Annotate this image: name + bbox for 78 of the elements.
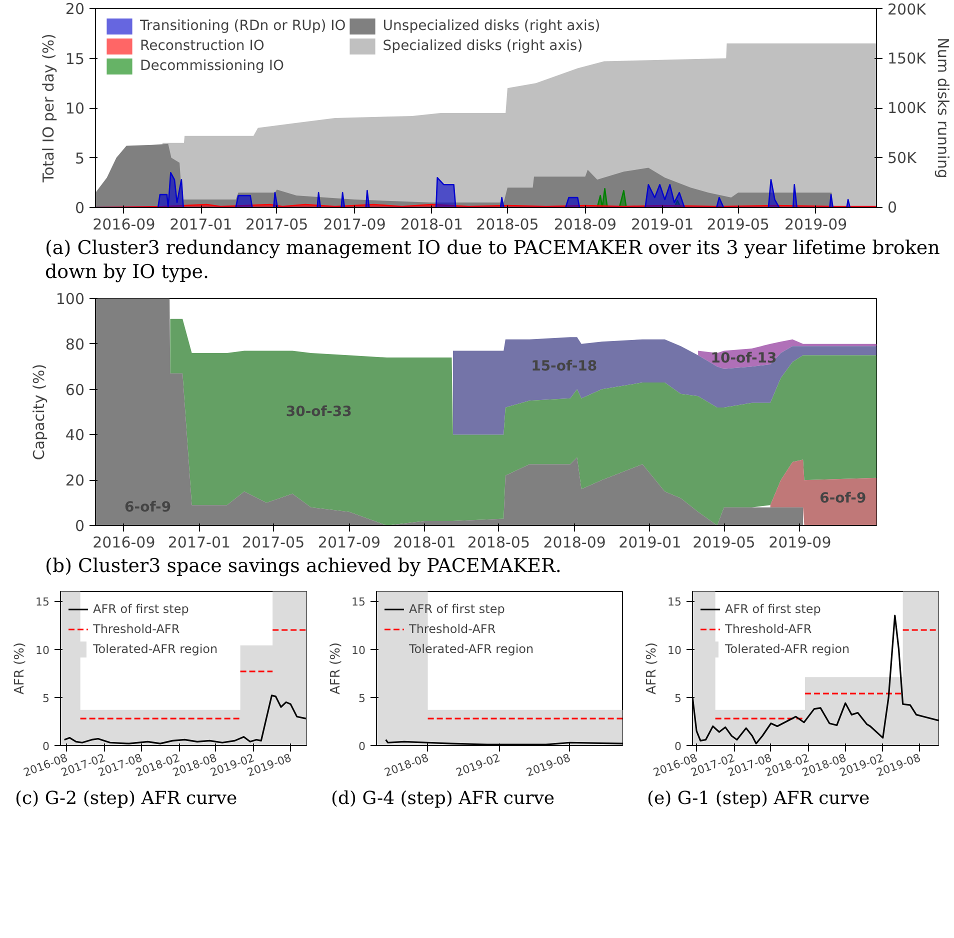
y-tick-label: 10	[668, 644, 682, 657]
x-tick-label: 2017-09	[318, 533, 381, 551]
legend-label: Decommissioning IO	[140, 58, 284, 74]
text: (d) G-4 (step) AFR curve	[331, 788, 555, 811]
y-tick-label: 15	[36, 596, 50, 609]
annotation: 6-of-9	[820, 490, 866, 506]
y-tick-label: 5	[42, 692, 50, 706]
x-tick-label: 2018-01	[400, 216, 464, 234]
y-tick-label: 15	[668, 596, 682, 609]
y-axis-title: Capacity (%)	[30, 363, 48, 460]
annotation: 15-of-18	[531, 358, 598, 374]
y-tick-label: 0	[74, 516, 85, 534]
x-tick-label: 2018-01	[393, 533, 456, 551]
y-tick-label: 5	[674, 692, 682, 706]
y-tick-label: 10	[65, 100, 85, 118]
legend-label: Threshold-AFR	[725, 622, 812, 636]
y2-axis-title: Num disks running	[934, 38, 952, 178]
legend-label: Specialized disks (right axis)	[382, 38, 583, 54]
y-tick-label: 5	[358, 692, 366, 706]
legend-label: Transitioning (RDn or RUp) IO	[140, 18, 346, 34]
y-tick-label: 0	[358, 740, 366, 754]
legend-label: Reconstruction IO	[140, 38, 264, 54]
y-axis-title: AFR (%)	[644, 642, 660, 695]
y-axis-title: Total IO per day (%)	[39, 34, 58, 184]
y-tick-label: 40	[65, 426, 85, 444]
y-tick-label: 60	[65, 380, 85, 398]
y2-tick-label: 0	[888, 198, 898, 216]
x-tick-label: 2016-09	[92, 216, 156, 234]
annotation: 30-of-33	[286, 404, 352, 420]
x-tick-label: 2018-09	[543, 533, 606, 551]
x-tick-label: 2018-09	[554, 216, 617, 234]
y2-tick-label: 50K	[888, 148, 918, 167]
text: (b) Cluster3 space savings achieved by PACEMAKER.	[45, 554, 562, 578]
y-axis-title: AFR (%)	[12, 642, 28, 695]
x-tick-label: 2019-09	[784, 216, 848, 234]
legend-label: Unspecialized disks (right axis)	[382, 18, 600, 34]
y-tick-label: 0	[674, 740, 682, 754]
annotation: 10-of-13	[710, 350, 777, 366]
legend-label: AFR of first step	[93, 602, 189, 616]
y2-tick-label: 150K	[888, 49, 928, 68]
y-tick-label: 15	[352, 596, 366, 609]
y-tick-label: 20	[65, 471, 85, 490]
x-tick-label: 2019-05	[706, 216, 770, 234]
x-tick-label: 2019-09	[768, 533, 832, 551]
x-tick-label: 2019-01	[618, 533, 682, 551]
series-label: Tolerated-AFR region	[409, 642, 534, 656]
x-tick-label: 2017-09	[323, 216, 386, 234]
legend-label: AFR of first step	[725, 602, 821, 616]
legend-label: AFR of first step	[409, 602, 505, 616]
y-tick-label: 0	[42, 740, 50, 754]
x-tick-label: 2018-05	[476, 216, 539, 234]
y-tick-label: 15	[65, 50, 85, 68]
y-tick-label: 20	[65, 0, 85, 18]
text: (e) G-1 (step) AFR curve	[647, 788, 870, 811]
y2-tick-label: 200K	[888, 0, 928, 18]
y-tick-label: 100	[56, 290, 85, 308]
x-tick-label: 2018-05	[467, 533, 530, 551]
y-tick-label: 80	[65, 334, 85, 353]
y-tick-label: 10	[36, 644, 50, 657]
legend-label: Tolerated-AFR region	[93, 642, 218, 656]
y-tick-label: 0	[74, 199, 85, 217]
annotation: 6-of-9	[124, 498, 172, 515]
text: (a) Cluster3 redundancy management IO due to PACEMAKER over its 3 year lifetime broken down by IO type.	[45, 237, 941, 284]
x-tick-label: 2017-01	[170, 216, 232, 234]
x-tick-label: 2019-05	[692, 533, 756, 551]
y2-tick-label: 100K	[888, 99, 928, 117]
legend-label: Threshold-AFR	[93, 622, 180, 636]
x-tick-label: 2019-01	[630, 216, 694, 234]
legend-label: Tolerated-AFR region	[725, 642, 850, 656]
x-tick-label: 2016-09	[92, 533, 156, 551]
x-tick-label: 2017-01	[168, 533, 231, 551]
text: (c) G-2 (step) AFR curve	[15, 788, 238, 811]
legend-label: Threshold-AFR	[409, 622, 496, 636]
x-tick-label: 2017-05	[242, 533, 305, 551]
y-axis-title: AFR (%)	[328, 642, 344, 695]
y-tick-label: 5	[74, 149, 85, 168]
x-tick-label: 2017-05	[246, 216, 308, 234]
y-tick-label: 10	[352, 644, 366, 657]
